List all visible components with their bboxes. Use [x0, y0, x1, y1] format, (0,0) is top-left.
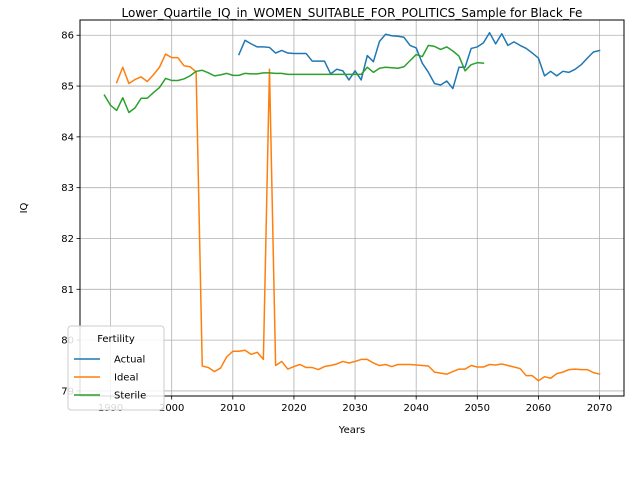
legend-label-actual: Actual: [114, 355, 145, 366]
y-tick-label: 81: [61, 285, 74, 296]
x-tick-label: 2060: [526, 403, 551, 414]
chart-title: Lower_Quartile_IQ_in_WOMEN_SUITABLE_FOR_…: [122, 6, 583, 20]
y-axis-label: IQ: [19, 202, 30, 213]
series-line-sterile: [103, 44, 485, 114]
legend-title: Fertility: [97, 334, 135, 345]
y-tick-label: 84: [61, 132, 74, 143]
y-tick-label: 83: [61, 183, 74, 194]
x-tick-label: 2020: [281, 403, 306, 414]
plot-frame: [79, 19, 625, 397]
x-tick-label: 2030: [342, 403, 367, 414]
x-tick-label: 2010: [220, 403, 245, 414]
legend-label-sterile: Sterile: [114, 391, 146, 402]
legend-items: Actual Ideal Sterile: [74, 355, 146, 402]
y-tick-label: 82: [61, 234, 74, 245]
grid: [80, 20, 624, 396]
x-tick-label: 2050: [465, 403, 490, 414]
series-line-ideal: [115, 53, 601, 382]
legend-label-ideal: Ideal: [114, 373, 138, 384]
legend-box: [67, 325, 165, 411]
x-tick-label: 2000: [159, 403, 184, 414]
y-tick-label: 86: [61, 31, 74, 42]
x-axis-label: Years: [338, 425, 365, 436]
y-tick-label: 85: [61, 82, 74, 93]
legend: Fertility Actual Ideal Sterile: [67, 325, 165, 411]
x-tick-label: 2040: [403, 403, 428, 414]
x-tick-label: 2070: [587, 403, 612, 414]
series-layer: [103, 31, 601, 382]
